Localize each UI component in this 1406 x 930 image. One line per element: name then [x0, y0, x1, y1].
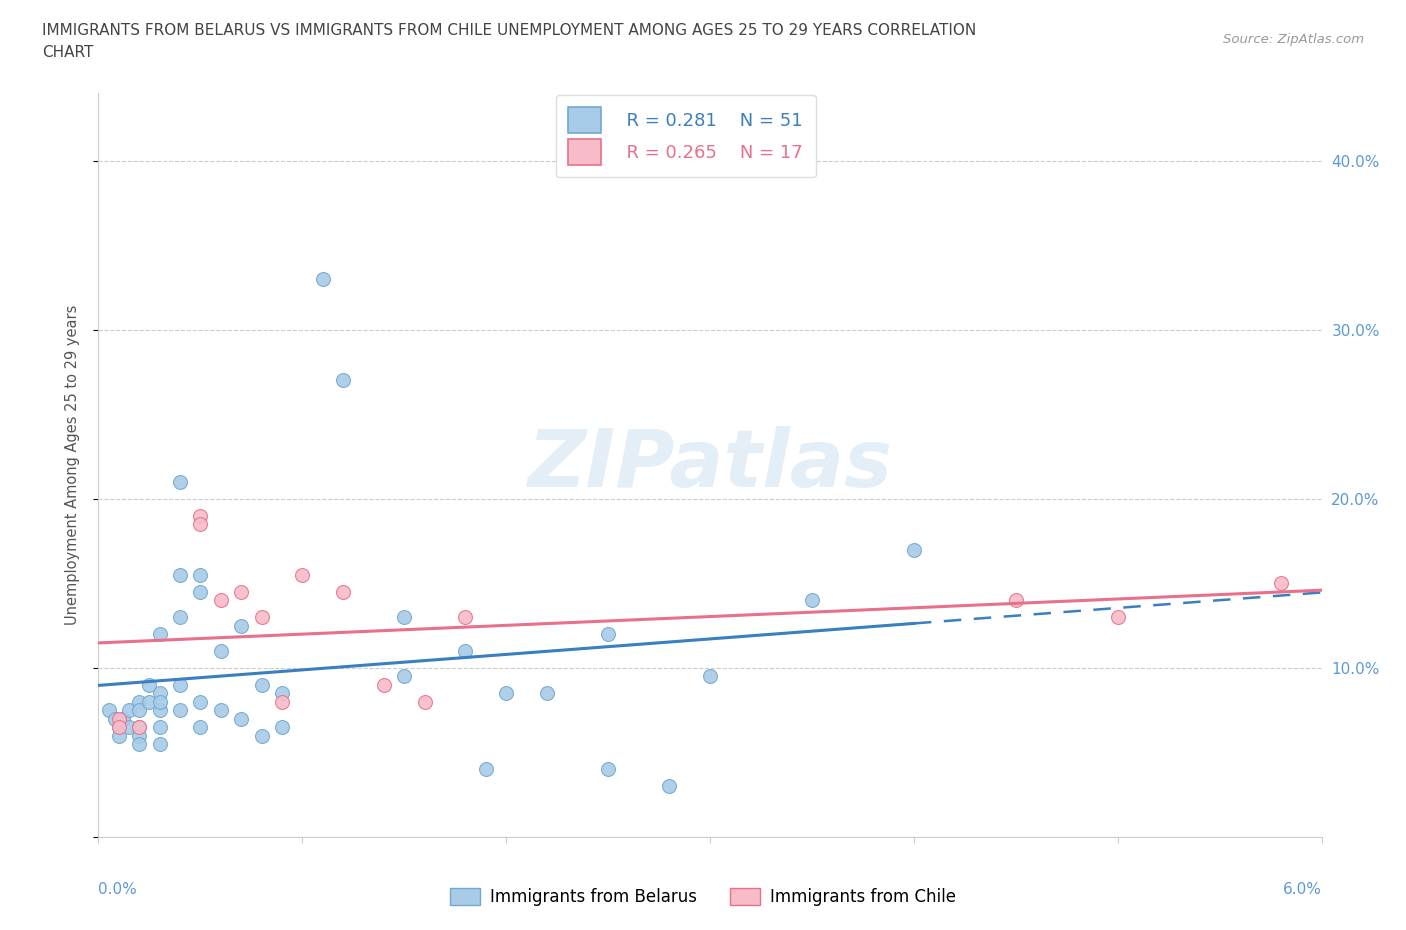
Point	[108, 728, 131, 743]
Point	[413, 695, 436, 710]
Point	[111, 711, 134, 726]
Text: IMMIGRANTS FROM BELARUS VS IMMIGRANTS FROM CHILE UNEMPLOYMENT AMONG AGES 25 TO 2: IMMIGRANTS FROM BELARUS VS IMMIGRANTS FR…	[42, 23, 976, 38]
Point	[270, 685, 292, 700]
Point	[188, 517, 212, 532]
Text: Source: ZipAtlas.com: Source: ZipAtlas.com	[1223, 33, 1364, 46]
Point	[149, 695, 172, 710]
Point	[250, 677, 273, 692]
Point	[474, 762, 498, 777]
Point	[97, 703, 120, 718]
Point	[118, 703, 141, 718]
Point	[270, 695, 292, 710]
Point	[149, 720, 172, 735]
Text: ZIPatlas: ZIPatlas	[527, 426, 893, 504]
Point	[454, 644, 477, 658]
Point	[1107, 610, 1129, 625]
Point	[169, 567, 191, 582]
Point	[598, 762, 620, 777]
Point	[231, 711, 253, 726]
Y-axis label: Unemployment Among Ages 25 to 29 years: Unemployment Among Ages 25 to 29 years	[65, 305, 80, 625]
Point	[128, 720, 150, 735]
Point	[801, 592, 824, 607]
Point	[392, 610, 416, 625]
Legend:   R = 0.281    N = 51,   R = 0.265    N = 17: R = 0.281 N = 51, R = 0.265 N = 17	[555, 95, 815, 178]
Point	[231, 618, 253, 633]
Point	[169, 610, 191, 625]
Text: 6.0%: 6.0%	[1282, 882, 1322, 897]
Point	[128, 728, 150, 743]
Point	[598, 627, 620, 642]
Point	[149, 685, 172, 700]
Point	[128, 737, 150, 751]
Point	[188, 567, 212, 582]
Point	[149, 703, 172, 718]
Point	[149, 627, 172, 642]
Point	[138, 677, 160, 692]
Point	[188, 584, 212, 599]
Point	[169, 677, 191, 692]
Point	[209, 592, 232, 607]
Point	[332, 584, 354, 599]
Text: CHART: CHART	[42, 45, 94, 60]
Point	[188, 509, 212, 524]
Point	[311, 272, 335, 286]
Legend: Immigrants from Belarus, Immigrants from Chile: Immigrants from Belarus, Immigrants from…	[443, 881, 963, 912]
Point	[104, 711, 127, 726]
Point	[118, 720, 141, 735]
Point	[108, 711, 131, 726]
Point	[250, 728, 273, 743]
Point	[373, 677, 395, 692]
Point	[169, 703, 191, 718]
Point	[454, 610, 477, 625]
Point	[291, 567, 314, 582]
Point	[169, 474, 191, 489]
Point	[108, 720, 131, 735]
Point	[392, 669, 416, 684]
Point	[188, 695, 212, 710]
Point	[495, 685, 517, 700]
Point	[658, 778, 681, 793]
Point	[128, 695, 150, 710]
Point	[1004, 592, 1026, 607]
Point	[108, 720, 131, 735]
Point	[250, 610, 273, 625]
Point	[209, 644, 232, 658]
Point	[128, 720, 150, 735]
Text: 0.0%: 0.0%	[98, 882, 138, 897]
Point	[903, 542, 925, 557]
Point	[270, 720, 292, 735]
Point	[699, 669, 721, 684]
Point	[1270, 576, 1292, 591]
Point	[231, 584, 253, 599]
Point	[332, 373, 354, 388]
Point	[188, 720, 212, 735]
Point	[149, 737, 172, 751]
Point	[536, 685, 558, 700]
Point	[209, 703, 232, 718]
Point	[138, 695, 160, 710]
Point	[128, 703, 150, 718]
